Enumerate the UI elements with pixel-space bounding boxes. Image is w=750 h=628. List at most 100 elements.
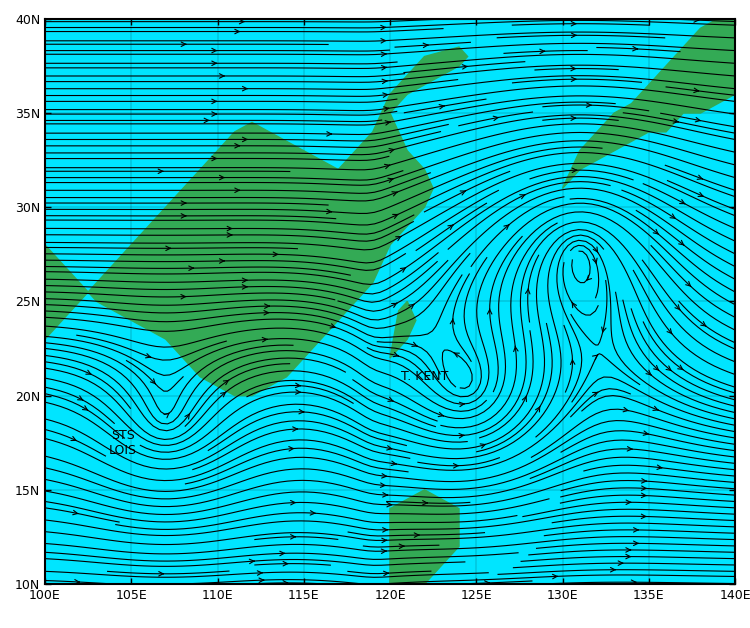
FancyArrowPatch shape <box>239 19 244 24</box>
Polygon shape <box>45 19 468 396</box>
FancyArrowPatch shape <box>641 479 646 483</box>
FancyArrowPatch shape <box>678 365 683 370</box>
FancyArrowPatch shape <box>572 168 577 173</box>
FancyArrowPatch shape <box>151 379 155 384</box>
FancyArrowPatch shape <box>488 309 492 314</box>
FancyArrowPatch shape <box>571 116 576 121</box>
FancyArrowPatch shape <box>653 365 659 371</box>
FancyArrowPatch shape <box>460 191 466 195</box>
FancyArrowPatch shape <box>695 117 700 122</box>
FancyArrowPatch shape <box>626 500 631 504</box>
FancyArrowPatch shape <box>592 392 598 396</box>
FancyArrowPatch shape <box>257 571 262 575</box>
FancyArrowPatch shape <box>454 463 458 468</box>
FancyArrowPatch shape <box>459 402 464 406</box>
FancyArrowPatch shape <box>610 568 615 572</box>
FancyArrowPatch shape <box>383 571 388 576</box>
FancyArrowPatch shape <box>146 354 151 358</box>
FancyArrowPatch shape <box>283 581 288 585</box>
FancyArrowPatch shape <box>242 137 248 142</box>
FancyArrowPatch shape <box>646 371 651 375</box>
FancyArrowPatch shape <box>382 79 387 84</box>
FancyArrowPatch shape <box>653 229 658 234</box>
FancyArrowPatch shape <box>520 195 525 198</box>
FancyArrowPatch shape <box>494 116 498 121</box>
FancyArrowPatch shape <box>211 99 217 104</box>
FancyArrowPatch shape <box>388 398 393 401</box>
FancyArrowPatch shape <box>633 46 638 51</box>
Polygon shape <box>390 301 416 358</box>
FancyArrowPatch shape <box>593 247 598 252</box>
FancyArrowPatch shape <box>686 281 691 286</box>
FancyArrowPatch shape <box>675 305 680 310</box>
FancyArrowPatch shape <box>242 87 248 91</box>
FancyArrowPatch shape <box>396 236 401 241</box>
FancyArrowPatch shape <box>283 561 288 566</box>
FancyArrowPatch shape <box>227 233 232 237</box>
FancyArrowPatch shape <box>290 534 296 539</box>
FancyArrowPatch shape <box>412 342 417 346</box>
FancyArrowPatch shape <box>296 390 301 394</box>
FancyArrowPatch shape <box>382 93 388 97</box>
FancyArrowPatch shape <box>423 43 428 48</box>
FancyArrowPatch shape <box>220 73 224 78</box>
FancyArrowPatch shape <box>227 226 232 230</box>
FancyArrowPatch shape <box>514 346 518 352</box>
FancyArrowPatch shape <box>618 561 623 565</box>
FancyArrowPatch shape <box>382 492 388 497</box>
FancyArrowPatch shape <box>641 514 646 519</box>
FancyArrowPatch shape <box>389 148 394 153</box>
FancyArrowPatch shape <box>262 337 267 342</box>
FancyArrowPatch shape <box>181 295 186 299</box>
FancyArrowPatch shape <box>592 355 598 360</box>
FancyArrowPatch shape <box>382 528 388 532</box>
FancyArrowPatch shape <box>393 352 398 357</box>
FancyArrowPatch shape <box>77 396 83 400</box>
Polygon shape <box>390 490 459 584</box>
FancyArrowPatch shape <box>632 580 636 585</box>
FancyArrowPatch shape <box>409 304 414 309</box>
FancyArrowPatch shape <box>211 156 217 161</box>
FancyArrowPatch shape <box>634 541 638 546</box>
FancyArrowPatch shape <box>667 328 672 334</box>
FancyArrowPatch shape <box>73 511 78 515</box>
FancyArrowPatch shape <box>381 25 386 30</box>
FancyArrowPatch shape <box>387 446 392 450</box>
FancyArrowPatch shape <box>235 188 240 192</box>
FancyArrowPatch shape <box>380 483 386 487</box>
FancyArrowPatch shape <box>204 118 209 122</box>
FancyArrowPatch shape <box>522 396 526 401</box>
FancyArrowPatch shape <box>680 200 685 204</box>
FancyArrowPatch shape <box>459 433 464 438</box>
FancyArrowPatch shape <box>381 38 386 43</box>
FancyArrowPatch shape <box>182 201 186 205</box>
FancyArrowPatch shape <box>571 67 576 71</box>
FancyArrowPatch shape <box>623 408 628 412</box>
FancyArrowPatch shape <box>480 444 485 448</box>
FancyArrowPatch shape <box>526 288 530 294</box>
FancyArrowPatch shape <box>249 559 254 563</box>
FancyArrowPatch shape <box>384 107 389 111</box>
FancyArrowPatch shape <box>414 533 419 538</box>
FancyArrowPatch shape <box>572 33 576 38</box>
FancyArrowPatch shape <box>438 413 443 416</box>
FancyArrowPatch shape <box>626 548 631 552</box>
FancyArrowPatch shape <box>462 65 467 69</box>
FancyArrowPatch shape <box>572 21 576 26</box>
FancyArrowPatch shape <box>634 528 638 532</box>
FancyArrowPatch shape <box>450 318 454 324</box>
FancyArrowPatch shape <box>700 322 706 327</box>
FancyArrowPatch shape <box>280 551 285 556</box>
FancyArrowPatch shape <box>290 501 296 505</box>
FancyArrowPatch shape <box>296 383 301 387</box>
FancyArrowPatch shape <box>484 581 490 585</box>
FancyArrowPatch shape <box>627 447 632 451</box>
FancyArrowPatch shape <box>392 303 397 308</box>
FancyArrowPatch shape <box>211 112 217 116</box>
FancyArrowPatch shape <box>536 406 540 412</box>
FancyArrowPatch shape <box>235 144 240 148</box>
FancyArrowPatch shape <box>448 225 453 229</box>
FancyArrowPatch shape <box>185 413 190 419</box>
FancyArrowPatch shape <box>166 246 171 251</box>
FancyArrowPatch shape <box>694 88 699 92</box>
